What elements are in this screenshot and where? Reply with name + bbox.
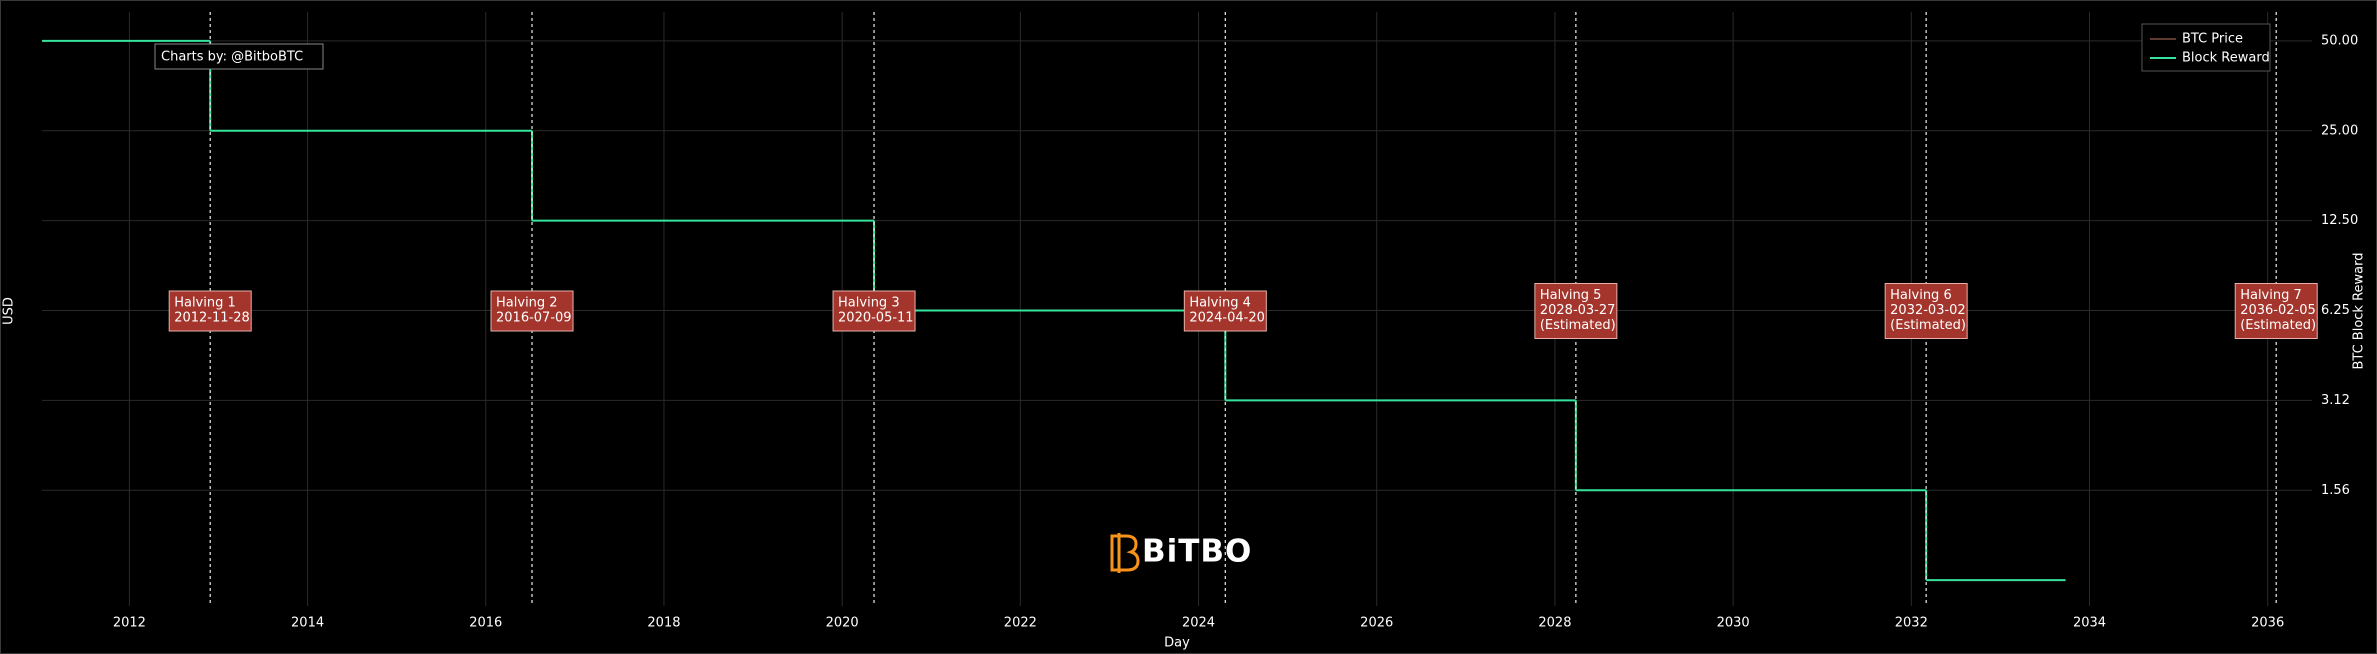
y2-tick-label: 50.00 xyxy=(2321,33,2358,48)
x-tick-label: 2014 xyxy=(291,616,324,631)
annotation-text: Halving 3 xyxy=(838,296,900,311)
legend-label: Block Reward xyxy=(2182,51,2270,66)
annotation-box xyxy=(832,290,916,332)
x-tick-label: 2032 xyxy=(1895,616,1928,631)
annotation-text: 2020-05-11 xyxy=(838,311,914,326)
annotation-text: Halving 2 xyxy=(496,296,558,311)
legend-box xyxy=(2141,23,2271,72)
annotation-box xyxy=(1884,283,1968,339)
annotation-box xyxy=(490,290,574,332)
annotation-box xyxy=(1534,283,1618,339)
legend-label: BTC Price xyxy=(2182,32,2243,47)
logo-icon xyxy=(1110,534,1140,572)
x-tick-label: 2020 xyxy=(826,616,859,631)
annotation-text: 2012-11-28 xyxy=(174,311,250,326)
x-tick-label: 2036 xyxy=(2251,616,2284,631)
x-axis-label: Day xyxy=(1164,636,1190,651)
annotation-text: Halving 4 xyxy=(1189,296,1251,311)
x-tick-label: 2026 xyxy=(1360,616,1393,631)
annotation-text: 2032-03-02 xyxy=(1890,303,1966,318)
annotation-text: 2028-03-27 xyxy=(1540,303,1616,318)
x-tick-label: 2030 xyxy=(1717,616,1750,631)
watermark: BiTBO xyxy=(1142,534,1252,570)
y-axis-label: USD xyxy=(2,297,17,325)
annotation-text: 2036-02-05 xyxy=(2240,303,2316,318)
annotation-text: Halving 5 xyxy=(1540,288,1602,303)
watermark-logo: BiTBO xyxy=(1110,533,1252,573)
y2-axis-label: BTC Block Reward xyxy=(2352,252,2367,369)
y2-tick-label: 25.00 xyxy=(2321,123,2358,138)
annotation-text: (Estimated) xyxy=(1540,318,1616,333)
x-tick-label: 2016 xyxy=(469,616,502,631)
x-tick-label: 2024 xyxy=(1182,616,1215,631)
annotation-text: Halving 1 xyxy=(174,296,236,311)
annotation-text: 2024-04-20 xyxy=(1189,311,1265,326)
grid xyxy=(42,12,2312,606)
annotation-text: Halving 6 xyxy=(1890,288,1952,303)
annotation-text: (Estimated) xyxy=(1890,318,1966,333)
annotation-box xyxy=(1183,290,1267,332)
y2-tick-label: 3.12 xyxy=(2321,393,2350,408)
x-tick-label: 2012 xyxy=(113,616,146,631)
annotation-text: Halving 7 xyxy=(2240,288,2302,303)
annotation-box xyxy=(2234,283,2318,339)
y2-tick-label: 12.50 xyxy=(2321,213,2358,228)
x-tick-label: 2022 xyxy=(1004,616,1037,631)
x-tick-label: 2018 xyxy=(647,616,680,631)
credit-box xyxy=(154,43,324,70)
legend: BTC Price Block Reward xyxy=(2141,23,2271,72)
credit: Charts by: @BitboBTC xyxy=(161,50,303,65)
annotation-box xyxy=(168,290,252,332)
y2-tick-label: 6.25 xyxy=(2321,303,2350,318)
x-tick-label: 2034 xyxy=(2073,616,2106,631)
x-tick-label: 2028 xyxy=(1538,616,1571,631)
annotation-text: (Estimated) xyxy=(2240,318,2316,333)
y2-tick-label: 1.56 xyxy=(2321,483,2350,498)
annotation-text: 2016-07-09 xyxy=(496,311,572,326)
